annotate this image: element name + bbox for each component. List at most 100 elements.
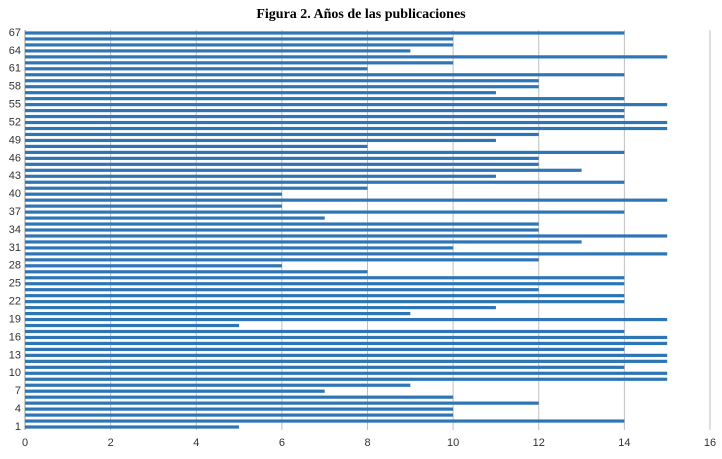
y-tick-label: 25 xyxy=(9,278,21,290)
y-tick-label: 1 xyxy=(15,421,21,433)
bar xyxy=(25,425,240,429)
bar xyxy=(25,61,454,65)
y-tick-label: 13 xyxy=(9,349,21,361)
chart-title: Figura 2. Años de las publicaciones xyxy=(256,7,466,22)
bar xyxy=(25,288,539,292)
bar xyxy=(25,186,368,190)
bar xyxy=(25,144,368,149)
bar xyxy=(25,294,625,298)
bar xyxy=(25,353,668,357)
bar xyxy=(25,174,496,178)
y-tick-label: 52 xyxy=(9,116,21,128)
bar xyxy=(25,204,282,208)
bar xyxy=(25,401,539,405)
bar xyxy=(25,97,625,101)
y-tick-label: 16 xyxy=(9,331,21,343)
bar xyxy=(25,31,625,35)
bar xyxy=(25,300,625,304)
bar xyxy=(25,37,454,41)
y-tick-label: 58 xyxy=(9,81,21,93)
bar xyxy=(25,55,668,59)
bar xyxy=(25,168,582,172)
y-tick-label: 43 xyxy=(9,170,21,182)
bar xyxy=(25,192,282,196)
x-tick-label: 4 xyxy=(193,437,199,449)
bar xyxy=(25,156,539,160)
bar xyxy=(25,395,454,399)
bar xyxy=(25,264,282,268)
bar xyxy=(25,371,668,375)
bar xyxy=(25,276,625,280)
bar xyxy=(25,377,668,381)
y-tick-label: 31 xyxy=(9,242,21,254)
bar xyxy=(25,79,539,83)
bar xyxy=(25,103,668,107)
bar xyxy=(25,419,625,423)
y-tick-label: 37 xyxy=(9,206,21,218)
x-tick-label: 14 xyxy=(618,437,630,449)
bar xyxy=(25,365,625,369)
bar xyxy=(25,282,625,286)
x-tick-label: 8 xyxy=(364,437,370,449)
bar xyxy=(25,108,625,113)
y-tick-label: 19 xyxy=(9,313,21,325)
y-tick-label: 61 xyxy=(9,63,21,75)
bar xyxy=(25,246,454,250)
bar xyxy=(25,317,668,322)
bar xyxy=(25,329,625,334)
bar xyxy=(25,162,539,166)
bar xyxy=(25,138,496,143)
y-tick-label: 28 xyxy=(9,260,21,272)
y-tick-label: 64 xyxy=(9,45,21,57)
bar xyxy=(25,359,668,363)
bar xyxy=(25,323,240,328)
x-tick-label: 10 xyxy=(447,437,459,449)
bar xyxy=(25,341,668,346)
bar xyxy=(25,335,668,340)
bar xyxy=(25,306,496,310)
bar xyxy=(25,389,325,393)
x-tick-label: 6 xyxy=(279,437,285,449)
bar xyxy=(25,114,625,119)
bar xyxy=(25,228,539,232)
y-tick-label: 49 xyxy=(9,134,21,146)
bar xyxy=(25,347,625,352)
y-tick-label: 22 xyxy=(9,296,21,308)
bar xyxy=(25,67,368,71)
bar xyxy=(25,210,625,214)
bar xyxy=(25,258,539,262)
bar xyxy=(25,126,668,131)
bar xyxy=(25,413,454,417)
bar xyxy=(25,270,368,274)
y-tick-label: 67 xyxy=(9,27,21,39)
bar xyxy=(25,132,539,137)
y-tick-label: 46 xyxy=(9,152,21,164)
bar xyxy=(25,216,325,220)
bar xyxy=(25,240,582,244)
bar xyxy=(25,198,668,202)
y-tick-label: 10 xyxy=(9,367,21,379)
bar xyxy=(25,49,411,53)
bar xyxy=(25,43,454,47)
bar xyxy=(25,73,625,77)
bar xyxy=(25,234,668,238)
x-tick-label: 12 xyxy=(533,437,545,449)
x-tick-label: 16 xyxy=(704,437,716,449)
y-tick-label: 55 xyxy=(9,99,21,111)
x-tick-label: 0 xyxy=(22,437,28,449)
bar xyxy=(25,407,454,411)
bar xyxy=(25,252,668,256)
bar xyxy=(25,150,625,154)
bar xyxy=(25,383,411,387)
bar xyxy=(25,311,411,316)
x-tick-label: 2 xyxy=(108,437,114,449)
bar xyxy=(25,91,496,95)
bar xyxy=(25,180,625,184)
y-tick-label: 4 xyxy=(15,403,21,415)
bar xyxy=(25,120,668,125)
y-tick-label: 34 xyxy=(9,224,21,236)
y-tick-label: 40 xyxy=(9,188,21,200)
bar xyxy=(25,222,539,226)
bar xyxy=(25,85,539,89)
